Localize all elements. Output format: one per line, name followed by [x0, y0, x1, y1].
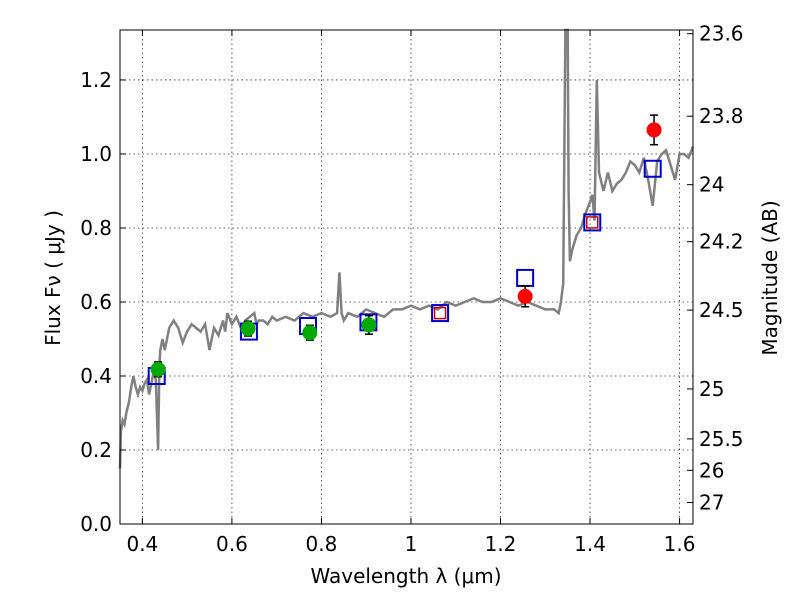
x-tick-label: 1 [405, 532, 418, 556]
right-tick-label: 25 [699, 377, 724, 401]
y-tick-label: 0.2 [80, 438, 112, 462]
model-box [643, 159, 662, 178]
observed-point [240, 321, 256, 337]
x-tick-label: 0.6 [216, 532, 248, 556]
y-ticks: 0.0 0.2 0.4 0.6 0.8 1.0 1.2 [80, 68, 126, 536]
observed-point [361, 317, 377, 333]
y-tick-label: 1.0 [80, 142, 112, 166]
x-tick-label: 0.4 [126, 532, 158, 556]
x-ticks: 0.4 0.6 0.8 1 1.2 1.4 1.6 [126, 30, 695, 556]
observed-point [302, 325, 318, 341]
right-tick-label: 23.6 [699, 22, 744, 46]
right-axis-label: Magnitude (AB) [758, 200, 782, 355]
x-tick-label: 1.4 [574, 532, 606, 556]
x-tick-label: 1.2 [485, 532, 517, 556]
model-spectrum-line [118, 28, 695, 469]
y-tick-label: 0.8 [80, 216, 112, 240]
observed-point [517, 288, 533, 304]
model-box [516, 268, 535, 287]
model-box-inner [433, 306, 447, 320]
x-tick-label: 0.8 [306, 532, 338, 556]
right-tick-label: 25.5 [699, 427, 744, 451]
right-ticks: 23.6 23.8 24 24.2 24.5 25 25.5 26 27 [687, 22, 744, 515]
model-boxes [147, 159, 662, 385]
grid [120, 30, 693, 525]
y-tick-label: 0.6 [80, 290, 112, 314]
y-tick-label: 1.2 [80, 68, 112, 92]
right-tick-label: 23.8 [699, 104, 744, 128]
y-tick-label: 0.0 [80, 512, 112, 536]
model-box [583, 213, 602, 232]
right-tick-label: 27 [699, 491, 724, 515]
model-box [431, 304, 450, 323]
model-box-inner [586, 216, 599, 229]
observed-point [150, 361, 166, 377]
right-tick-label: 24.2 [699, 230, 744, 254]
x-axis-label: Wavelength λ (μm) [310, 564, 501, 588]
plot-frame [119, 29, 694, 525]
y-axis-label: Flux Fν ( μJy ) [41, 210, 65, 346]
right-tick-label: 24.5 [699, 298, 744, 322]
right-tick-label: 26 [699, 458, 724, 482]
right-tick-label: 24 [699, 173, 724, 197]
observed-points [150, 114, 662, 378]
observed-point [646, 122, 662, 138]
y-tick-label: 0.4 [80, 364, 112, 388]
x-tick-label: 1.6 [664, 532, 696, 556]
